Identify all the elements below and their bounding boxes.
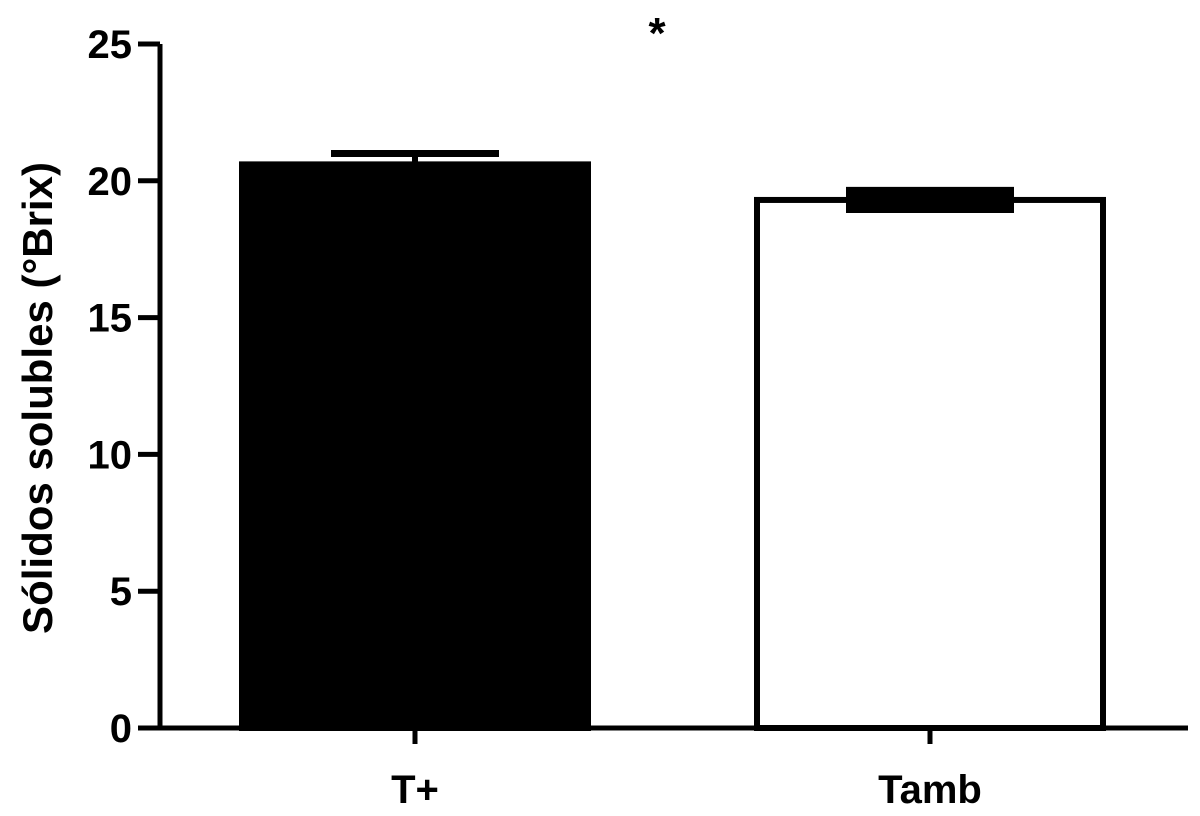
tick-labels-group: T+ Tamb 0 5 10 15 20 25 <box>88 23 982 812</box>
y-tick-label-15: 15 <box>88 297 133 341</box>
y-tick-label-25: 25 <box>88 23 133 67</box>
error-band-tamb <box>846 190 1014 210</box>
x-tick-label-t-: T+ <box>391 768 439 812</box>
bar-t- <box>239 161 591 732</box>
bars-group <box>239 161 1106 732</box>
significance-asterisk: * <box>648 9 666 58</box>
y-axis-title: Sólidos solubles (°Brix) <box>14 162 61 634</box>
x-tick-label-tamb: Tamb <box>878 768 982 812</box>
y-tick-label-20: 20 <box>88 160 133 204</box>
bar-tamb <box>754 196 1106 731</box>
y-tick-label-10: 10 <box>88 433 133 477</box>
y-tick-label-5: 5 <box>110 570 132 614</box>
y-tick-label-0: 0 <box>110 707 132 751</box>
axes-group <box>138 41 1188 744</box>
error-bars-group <box>331 149 1014 214</box>
